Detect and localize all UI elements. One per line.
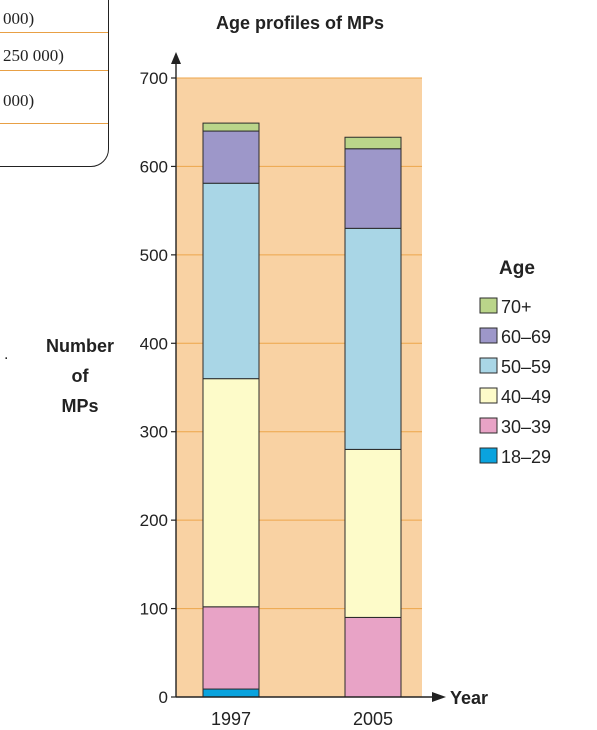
bar-segment-1997-6069 bbox=[202, 130, 260, 184]
legend-label: 50–59 bbox=[501, 357, 551, 377]
x-tick-label: 2005 bbox=[353, 709, 393, 729]
y-tick-label: 300 bbox=[140, 423, 168, 442]
legend-swatch bbox=[479, 297, 498, 314]
y-tick-label: 0 bbox=[159, 688, 168, 707]
legend-label: 40–49 bbox=[501, 387, 551, 407]
y-axis-label-line: of bbox=[72, 366, 90, 386]
x-axis-label: Year bbox=[450, 688, 488, 708]
x-tick-label: 1997 bbox=[211, 709, 251, 729]
bar-segment-1997-3039 bbox=[202, 606, 260, 690]
y-axis-label-line: MPs bbox=[61, 396, 98, 416]
legend-label: 18–29 bbox=[501, 447, 551, 467]
bar-segment-2005-5059 bbox=[344, 227, 402, 450]
legend-swatch bbox=[479, 327, 498, 344]
table-fragment: 000) 250 000) 000) bbox=[0, 0, 109, 167]
y-tick-label: 500 bbox=[140, 246, 168, 265]
bar-segment-2005-4049 bbox=[344, 448, 402, 618]
y-tick-label: 200 bbox=[140, 511, 168, 530]
legend-label: 30–39 bbox=[501, 417, 551, 437]
table-rule bbox=[0, 123, 108, 124]
chart-title: Age profiles of MPs bbox=[216, 13, 384, 33]
y-tick-label: 100 bbox=[140, 600, 168, 619]
legend-title: Age bbox=[499, 258, 535, 279]
table-rule bbox=[0, 70, 108, 71]
y-tick-label: 600 bbox=[140, 157, 168, 176]
stray-mark: . bbox=[4, 346, 9, 363]
bar-segment-2005-3039 bbox=[344, 616, 402, 698]
legend-label: 60–69 bbox=[501, 327, 551, 347]
legend-swatch bbox=[479, 417, 498, 434]
bar-segment-1997-1829 bbox=[202, 688, 260, 698]
legend-swatch bbox=[479, 387, 498, 404]
bar-segment-1997-5059 bbox=[202, 182, 260, 380]
bar-segment-2005-70 bbox=[344, 136, 402, 150]
bar-segment-1997-70 bbox=[202, 122, 260, 132]
legend-swatch bbox=[479, 357, 498, 374]
y-axis-label-line: Number bbox=[46, 336, 114, 356]
table-fragment-line-3: 000) bbox=[3, 91, 35, 110]
legend-swatch bbox=[479, 447, 498, 464]
bar-segment-1997-4049 bbox=[202, 378, 260, 608]
y-tick-label: 400 bbox=[140, 334, 168, 353]
table-fragment-line-2: 250 000) bbox=[3, 46, 64, 65]
table-fragment-line-1: 000) bbox=[3, 9, 35, 28]
x-axis-arrow bbox=[432, 692, 446, 702]
legend-label: 70+ bbox=[501, 297, 532, 317]
bar-segment-2005-6069 bbox=[344, 148, 402, 229]
table-rule bbox=[0, 32, 108, 33]
y-axis-arrow bbox=[171, 52, 181, 64]
y-tick-label: 700 bbox=[140, 69, 168, 88]
